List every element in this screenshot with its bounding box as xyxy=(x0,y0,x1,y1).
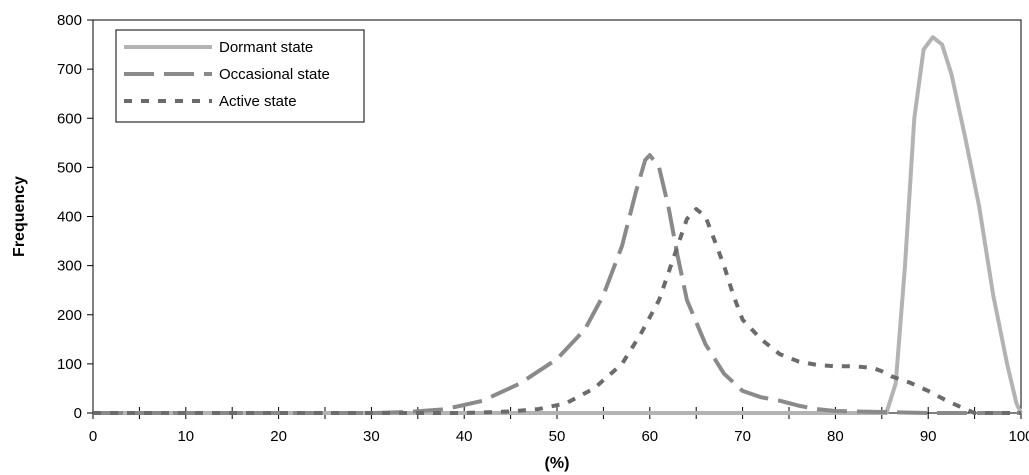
y-tick-label: 100 xyxy=(57,356,82,373)
x-tick-label: 60 xyxy=(641,428,658,445)
x-axis: 0 10 20 30 40 50 60 70 80 90 100 xyxy=(89,407,1029,445)
legend: Dormant state Occasional state Active stat… xyxy=(115,29,365,123)
legend-label: Dormant state xyxy=(219,39,313,56)
x-tick-label: 80 xyxy=(827,428,844,445)
y-tick-label: 600 xyxy=(57,110,82,127)
x-tick-label: 40 xyxy=(456,428,473,445)
series-layer xyxy=(93,35,1023,415)
x-axis-title: (%) xyxy=(545,455,570,472)
y-axis-title: Frequency xyxy=(11,176,28,257)
series-line-solid xyxy=(93,35,1023,415)
x-tick-label: 50 xyxy=(549,428,566,445)
x-tick-label: 10 xyxy=(177,428,194,445)
y-tick-label: 800 xyxy=(57,12,82,29)
y-tick-label: 0 xyxy=(74,405,82,422)
series-line-dashed xyxy=(93,153,1021,415)
x-tick-label: 70 xyxy=(734,428,751,445)
y-tick-label: 400 xyxy=(57,209,82,226)
x-tick-label: 0 xyxy=(89,428,97,445)
y-axis: 0 100 200 300 400 500 600 700 800 xyxy=(57,12,93,422)
legend-label: Occasional state xyxy=(219,66,330,83)
y-tick-label: 500 xyxy=(57,159,82,176)
x-tick-label: 20 xyxy=(270,428,287,445)
x-tick-label: 30 xyxy=(363,428,380,445)
y-tick-label: 300 xyxy=(57,258,82,275)
series-line-dotted xyxy=(93,207,1021,415)
y-tick-label: 700 xyxy=(57,61,82,78)
y-tick-label: 200 xyxy=(57,307,82,324)
legend-label: Active state xyxy=(219,93,297,110)
x-tick-label: 100 xyxy=(1008,428,1029,445)
x-tick-label: 90 xyxy=(920,428,937,445)
